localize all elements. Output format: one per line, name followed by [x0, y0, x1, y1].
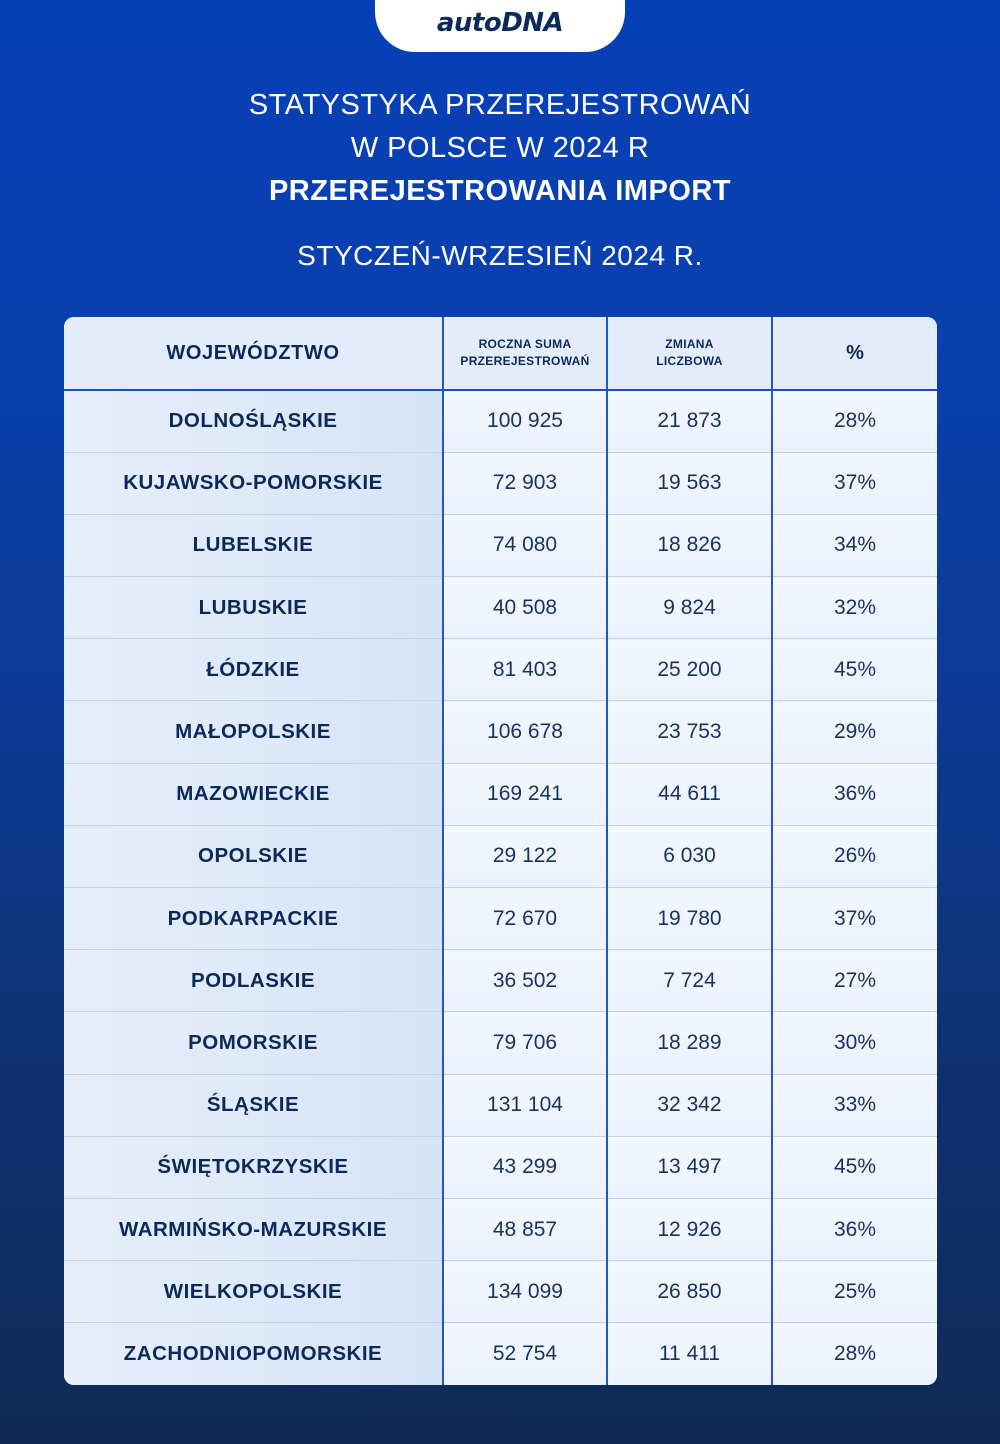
percent-cell: 33% — [772, 1073, 937, 1137]
region-cell: ŚWIĘTOKRZYSKIE — [64, 1135, 444, 1199]
total-cell: 100 925 — [443, 390, 608, 453]
percent-cell: 30% — [772, 1011, 937, 1075]
percent-cell: 45% — [772, 638, 937, 701]
change-cell: 19 780 — [607, 886, 773, 950]
region-cell: POMORSKIE — [64, 1011, 444, 1075]
header: STATYSTYKA PRZEREJESTROWAŃ W POLSCE W 20… — [0, 84, 1000, 272]
table-row: LUBUSKIE 40 508 9 824 32% — [64, 576, 937, 639]
percent-cell: 34% — [772, 513, 937, 577]
table-header-row: WOJEWÓDZTWO ROCZNA SUMA PRZEREJESTROWAŃ Z… — [64, 317, 937, 391]
region-cell: ZACHODNIOPOMORSKIE — [64, 1322, 444, 1385]
table-row: DOLNOŚLĄSKIE 100 925 21 873 28% — [64, 390, 937, 453]
total-cell: 72 670 — [443, 886, 608, 950]
total-cell: 36 502 — [443, 949, 608, 1012]
column-header-total: ROCZNA SUMA PRZEREJESTROWAŃ — [443, 317, 608, 391]
column-header-percent: % — [772, 317, 937, 391]
percent-cell: 25% — [772, 1260, 937, 1323]
total-cell: 131 104 — [443, 1073, 608, 1137]
percent-cell: 36% — [772, 762, 937, 826]
change-cell: 18 826 — [607, 513, 773, 577]
percent-cell: 27% — [772, 949, 937, 1012]
region-cell: KUJAWSKO-POMORSKIE — [64, 451, 444, 515]
change-cell: 26 850 — [607, 1260, 773, 1323]
subtitle: STYCZEŃ-WRZESIEŃ 2024 R. — [297, 240, 703, 271]
region-cell: LUBELSKIE — [64, 513, 444, 577]
region-cell: WIELKOPOLSKIE — [64, 1260, 444, 1323]
table-body: DOLNOŚLĄSKIE 100 925 21 873 28% KUJAWSKO-POM… — [64, 390, 937, 1385]
table-row: MAZOWIECKIE 169 241 44 611 36% — [64, 762, 937, 826]
change-cell: 19 563 — [607, 451, 773, 515]
table-row: OPOLSKIE 29 122 6 030 26% — [64, 824, 937, 888]
table-row: ŚLĄSKIE 131 104 32 342 33% — [64, 1073, 937, 1137]
title-line-1: STATYSTYKA PRZEREJESTROWAŃ — [248, 89, 752, 121]
table-row: LUBELSKIE 74 080 18 826 34% — [64, 513, 937, 577]
percent-cell: 28% — [772, 1322, 937, 1385]
title-line-3: PRZEREJESTROWANIA IMPORT — [268, 175, 732, 207]
percent-cell: 37% — [772, 451, 937, 515]
title-line-2: W POLSCE W 2024 R — [350, 132, 650, 164]
percent-cell: 37% — [772, 886, 937, 950]
table-row: PODLASKIE 36 502 7 724 27% — [64, 949, 937, 1012]
change-cell: 11 411 — [607, 1322, 773, 1385]
total-cell: 43 299 — [443, 1135, 608, 1199]
region-cell: MAZOWIECKIE — [64, 762, 444, 826]
change-cell: 44 611 — [607, 762, 773, 826]
region-cell: ŁÓDZKIE — [64, 638, 444, 701]
percent-cell: 45% — [772, 1135, 937, 1199]
total-cell: 48 857 — [443, 1197, 608, 1261]
registrations-table: WOJEWÓDZTWO ROCZNA SUMA PRZEREJESTROWAŃ Z… — [64, 317, 937, 1385]
percent-cell: 36% — [772, 1197, 937, 1261]
percent-cell: 32% — [772, 576, 937, 639]
brand-logo: autoDNA — [436, 8, 564, 38]
region-cell: ŚLĄSKIE — [64, 1073, 444, 1137]
region-cell: MAŁOPOLSKIE — [64, 700, 444, 764]
percent-cell: 26% — [772, 824, 937, 888]
change-cell: 21 873 — [607, 390, 773, 453]
region-cell: LUBUSKIE — [64, 576, 444, 639]
table-row: ŚWIĘTOKRZYSKIE 43 299 13 497 45% — [64, 1135, 937, 1199]
change-cell: 23 753 — [607, 700, 773, 764]
column-header-change: ZMIANA LICZBOWA — [607, 317, 773, 391]
change-cell: 32 342 — [607, 1073, 773, 1137]
table-row: ZACHODNIOPOMORSKIE 52 754 11 411 28% — [64, 1322, 937, 1385]
data-table-card: WOJEWÓDZTWO ROCZNA SUMA PRZEREJESTROWAŃ Z… — [64, 317, 937, 1385]
total-cell: 81 403 — [443, 638, 608, 701]
change-cell: 7 724 — [607, 949, 773, 1012]
table-row: MAŁOPOLSKIE 106 678 23 753 29% — [64, 700, 937, 764]
total-cell: 106 678 — [443, 700, 608, 764]
total-cell: 52 754 — [443, 1322, 608, 1385]
column-header-region: WOJEWÓDZTWO — [64, 317, 444, 391]
change-cell: 12 926 — [607, 1197, 773, 1261]
total-cell: 134 099 — [443, 1260, 608, 1323]
table-row: KUJAWSKO-POMORSKIE 72 903 19 563 37% — [64, 451, 937, 515]
total-cell: 169 241 — [443, 762, 608, 826]
change-cell: 18 289 — [607, 1011, 773, 1075]
table-row: ŁÓDZKIE 81 403 25 200 45% — [64, 638, 937, 701]
change-cell: 6 030 — [607, 824, 773, 888]
total-cell: 72 903 — [443, 451, 608, 515]
change-cell: 9 824 — [607, 576, 773, 639]
total-cell: 79 706 — [443, 1011, 608, 1075]
change-cell: 25 200 — [607, 638, 773, 701]
table-row: PODKARPACKIE 72 670 19 780 37% — [64, 886, 937, 950]
region-cell: OPOLSKIE — [64, 824, 444, 888]
change-cell: 13 497 — [607, 1135, 773, 1199]
table-row: WARMIŃSKO-MAZURSKIE 48 857 12 926 36% — [64, 1197, 937, 1261]
total-cell: 29 122 — [443, 824, 608, 888]
percent-cell: 29% — [772, 700, 937, 764]
region-cell: DOLNOŚLĄSKIE — [64, 390, 444, 453]
region-cell: WARMIŃSKO-MAZURSKIE — [64, 1197, 444, 1261]
total-cell: 74 080 — [443, 513, 608, 577]
region-cell: PODKARPACKIE — [64, 886, 444, 950]
table-row: WIELKOPOLSKIE 134 099 26 850 25% — [64, 1260, 937, 1323]
table-row: POMORSKIE 79 706 18 289 30% — [64, 1011, 937, 1075]
percent-cell: 28% — [772, 390, 937, 453]
region-cell: PODLASKIE — [64, 949, 444, 1012]
total-cell: 40 508 — [443, 576, 608, 639]
logo-tab: autoDNA — [375, 0, 625, 52]
